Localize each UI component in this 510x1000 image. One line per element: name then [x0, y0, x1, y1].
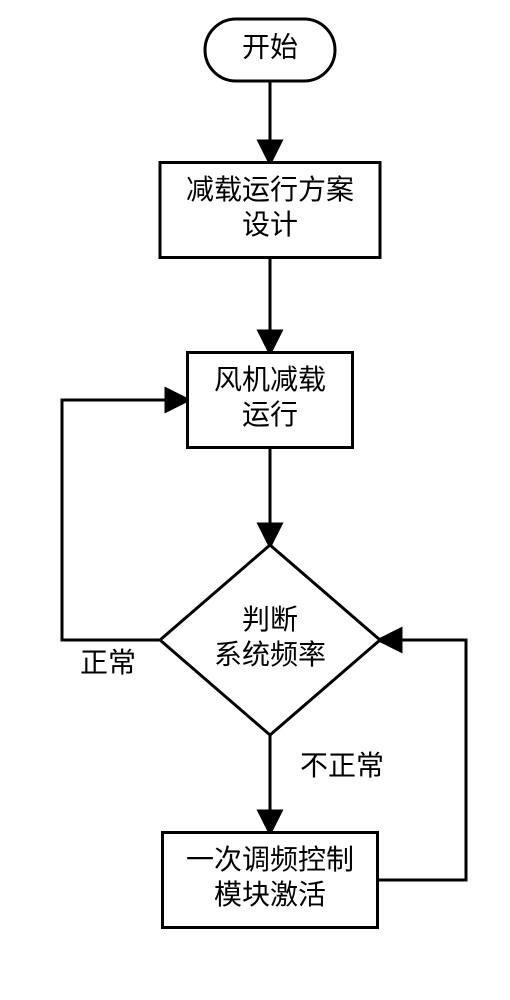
edge-5 [378, 640, 466, 880]
node-deload-label-1: 运行 [242, 399, 298, 431]
edge-label-3: 正常 [80, 647, 136, 679]
node-judge-label-0: 判断 [242, 604, 298, 636]
edge-3 [62, 400, 187, 640]
node-start-label-0: 开始 [242, 31, 298, 63]
node-deload-label-0: 风机减载 [214, 364, 326, 396]
node-design-label-1: 设计 [242, 209, 298, 241]
node-deload: 风机减载运行 [188, 353, 353, 448]
node-start: 开始 [205, 19, 335, 81]
node-judge: 判断系统频率 [160, 545, 380, 735]
edge-label-4: 不正常 [300, 750, 384, 782]
node-design: 减载运行方案设计 [160, 163, 380, 258]
node-design-label-0: 减载运行方案 [186, 174, 354, 206]
node-activate-label-0: 一次调频控制 [186, 844, 354, 876]
node-activate-label-1: 模块激活 [214, 879, 326, 911]
node-judge-label-1: 系统频率 [214, 639, 326, 671]
node-activate: 一次调频控制模块激活 [163, 833, 378, 928]
